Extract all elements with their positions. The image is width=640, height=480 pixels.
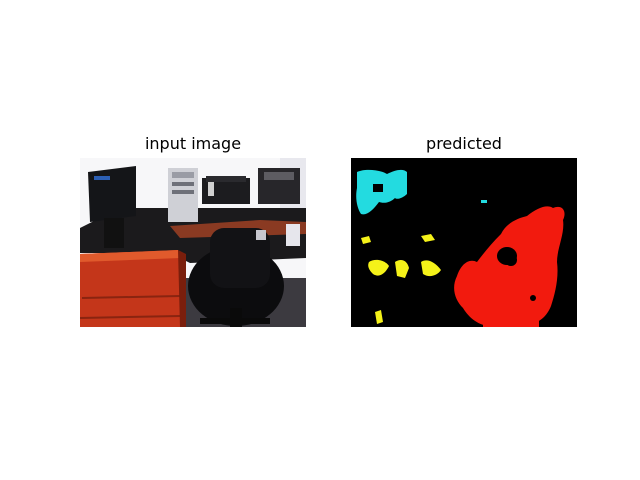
monitor [88, 166, 136, 222]
desk-cabinet [80, 250, 184, 327]
predicted-title: predicted [426, 134, 502, 153]
cyan-region [356, 169, 407, 215]
input-image [80, 158, 306, 327]
red-region [454, 206, 565, 326]
input-image-title: input image [144, 134, 242, 153]
yellow-region [361, 236, 371, 244]
predicted-mask [351, 158, 577, 327]
